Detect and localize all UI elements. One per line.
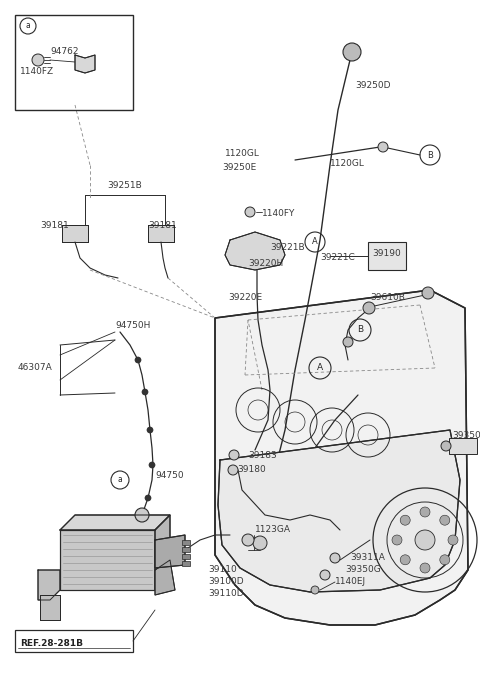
Polygon shape	[60, 530, 155, 590]
Text: 39221B: 39221B	[270, 244, 305, 252]
Circle shape	[32, 54, 44, 66]
Text: 39220H: 39220H	[248, 259, 283, 268]
Text: 1140EJ: 1140EJ	[335, 578, 366, 587]
Circle shape	[400, 515, 410, 525]
Circle shape	[441, 441, 451, 451]
Polygon shape	[75, 55, 95, 73]
Polygon shape	[60, 515, 170, 530]
Polygon shape	[155, 560, 175, 595]
Text: B: B	[357, 325, 363, 335]
Text: 39220E: 39220E	[228, 294, 262, 303]
Circle shape	[363, 302, 375, 314]
Text: 1123GA: 1123GA	[255, 525, 291, 534]
Circle shape	[415, 530, 435, 550]
Text: 39183: 39183	[248, 451, 277, 460]
Text: 39110: 39110	[208, 565, 237, 574]
Polygon shape	[62, 225, 88, 242]
Text: 39181: 39181	[40, 222, 69, 230]
Text: 1120GL: 1120GL	[225, 148, 260, 158]
Circle shape	[149, 462, 155, 468]
Bar	[449, 438, 477, 454]
Bar	[182, 554, 190, 559]
Text: a: a	[25, 21, 30, 30]
Text: REF.28-281B: REF.28-281B	[20, 639, 83, 648]
Text: 1140FY: 1140FY	[262, 209, 295, 217]
Polygon shape	[155, 515, 170, 590]
Polygon shape	[40, 595, 60, 620]
Polygon shape	[218, 430, 460, 592]
Circle shape	[420, 563, 430, 573]
Text: 39251B: 39251B	[108, 180, 143, 189]
Text: 39350G: 39350G	[345, 565, 381, 574]
Circle shape	[440, 555, 450, 565]
Polygon shape	[155, 535, 185, 568]
Circle shape	[142, 389, 148, 395]
Text: 39250D: 39250D	[355, 80, 391, 89]
Circle shape	[147, 427, 153, 433]
Text: 94750H: 94750H	[115, 320, 150, 329]
Polygon shape	[38, 570, 60, 600]
Circle shape	[229, 450, 239, 460]
Circle shape	[311, 586, 319, 594]
Polygon shape	[225, 232, 285, 270]
Circle shape	[228, 465, 238, 475]
Bar	[182, 540, 190, 545]
Text: A: A	[312, 237, 318, 246]
Circle shape	[135, 508, 149, 522]
Text: B: B	[427, 150, 433, 160]
Text: 39250E: 39250E	[222, 163, 256, 172]
Bar	[182, 561, 190, 566]
Text: 39350F: 39350F	[452, 431, 480, 440]
Circle shape	[343, 43, 361, 61]
Text: 46307A: 46307A	[18, 364, 53, 372]
Text: 39311A: 39311A	[350, 554, 385, 563]
Text: 1140FZ: 1140FZ	[20, 67, 54, 77]
Bar	[368, 242, 406, 270]
Circle shape	[245, 207, 255, 217]
Text: 39110D: 39110D	[208, 589, 244, 598]
Text: 39190: 39190	[372, 250, 401, 259]
Circle shape	[378, 142, 388, 152]
Circle shape	[320, 570, 330, 580]
Circle shape	[392, 535, 402, 545]
Circle shape	[400, 555, 410, 565]
Polygon shape	[148, 225, 174, 242]
Circle shape	[440, 515, 450, 525]
Text: 39181: 39181	[148, 222, 177, 230]
Text: 39221C: 39221C	[320, 252, 355, 261]
Circle shape	[420, 507, 430, 517]
Text: 1120GL: 1120GL	[330, 158, 365, 167]
Circle shape	[330, 553, 340, 563]
Circle shape	[422, 287, 434, 299]
Circle shape	[448, 535, 458, 545]
Circle shape	[253, 536, 267, 550]
Bar	[182, 547, 190, 552]
Circle shape	[242, 534, 254, 546]
Text: 39100D: 39100D	[208, 578, 244, 587]
Circle shape	[145, 495, 151, 501]
Text: 39180: 39180	[237, 466, 266, 475]
Text: 94750: 94750	[155, 471, 184, 480]
Bar	[15, 630, 133, 652]
Text: A: A	[317, 364, 323, 372]
Circle shape	[135, 357, 141, 363]
Text: a: a	[118, 475, 122, 484]
Polygon shape	[215, 290, 468, 625]
Bar	[15, 15, 133, 110]
Text: 94762: 94762	[50, 47, 79, 56]
Circle shape	[343, 337, 353, 347]
Text: 39610B: 39610B	[370, 294, 405, 303]
